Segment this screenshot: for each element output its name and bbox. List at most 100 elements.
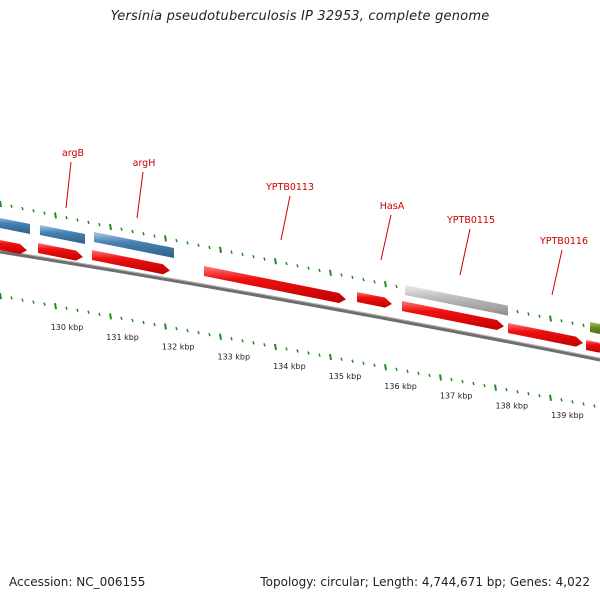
tick-mark bbox=[43, 211, 46, 215]
tick-mark bbox=[0, 292, 2, 300]
gene-labels: argB argH YPTB0113 HasA YPTB0115 YPTB0116 bbox=[62, 148, 588, 247]
tick-mark bbox=[538, 394, 541, 398]
tick-mark bbox=[197, 243, 200, 247]
label-leader-line bbox=[459, 228, 471, 276]
tick-mark bbox=[142, 232, 145, 236]
tick-mark bbox=[142, 320, 145, 325]
tick-mark bbox=[296, 264, 299, 268]
tick-mark bbox=[120, 227, 123, 231]
label-leaders bbox=[65, 161, 563, 296]
gene-block bbox=[40, 225, 85, 244]
tick-mark bbox=[329, 353, 332, 361]
genome-backbone bbox=[0, 250, 600, 362]
kbp-label: 139 kbp bbox=[551, 411, 584, 420]
tick-mark bbox=[472, 381, 475, 386]
tick-mark bbox=[340, 273, 343, 277]
tick-mark bbox=[219, 333, 222, 340]
kbp-labels: 130 kbp 131 kbp 132 kbp 133 kbp 134 kbp 135 k… bbox=[51, 323, 584, 420]
tick-mark bbox=[351, 275, 354, 280]
tick-mark bbox=[318, 268, 321, 273]
tick-mark bbox=[87, 310, 90, 315]
tick-mark bbox=[131, 229, 134, 234]
tick-mark bbox=[252, 254, 255, 259]
kbp-label: 135 kbp bbox=[329, 372, 362, 381]
tick-mark bbox=[428, 373, 431, 378]
label-leader-line bbox=[380, 214, 392, 261]
tick-mark bbox=[120, 316, 123, 321]
tick-mark bbox=[571, 321, 574, 325]
kbp-label: 136 kbp bbox=[384, 382, 417, 391]
tick-mark bbox=[384, 281, 387, 288]
tick-mark bbox=[461, 379, 464, 384]
gene-label: YPTB0116 bbox=[539, 236, 588, 247]
gene-blocks bbox=[0, 218, 600, 353]
tick-mark bbox=[549, 315, 552, 322]
tick-mark bbox=[406, 369, 409, 374]
tick-mark bbox=[21, 298, 24, 302]
tick-mark bbox=[450, 377, 453, 382]
tick-mark bbox=[582, 402, 585, 406]
cds-arrow bbox=[38, 243, 83, 261]
gene-block bbox=[94, 232, 174, 258]
tick-mark bbox=[241, 339, 244, 343]
tick-mark bbox=[505, 387, 508, 392]
tick-mark bbox=[560, 319, 563, 323]
tick-mark bbox=[186, 328, 189, 333]
tick-mark bbox=[307, 266, 310, 270]
tick-mark bbox=[76, 308, 79, 312]
tick-mark bbox=[362, 361, 365, 365]
tick-mark bbox=[252, 341, 255, 345]
accession-text: Accession: NC_006155 bbox=[9, 575, 146, 589]
cds-arrow bbox=[402, 301, 504, 330]
tick-mark bbox=[263, 343, 266, 347]
tick-mark bbox=[274, 258, 277, 265]
tick-mark bbox=[32, 300, 35, 304]
tick-mark bbox=[32, 209, 35, 213]
gene-label: argH bbox=[133, 158, 156, 169]
tick-mark bbox=[76, 218, 79, 222]
tick-mark bbox=[340, 357, 343, 361]
tick-mark bbox=[197, 330, 200, 335]
tick-mark bbox=[153, 322, 156, 327]
tick-mark bbox=[395, 284, 398, 289]
topology-text: Topology: circular; Length: 4,744,671 bp… bbox=[260, 575, 590, 589]
cds-arrow bbox=[586, 340, 600, 353]
label-leader-line bbox=[280, 195, 291, 241]
gene-label: argB bbox=[62, 148, 84, 159]
tick-mark bbox=[98, 222, 101, 227]
tick-mark bbox=[208, 332, 211, 337]
tick-mark bbox=[186, 241, 189, 245]
tick-mark bbox=[538, 314, 541, 318]
tick-mark bbox=[241, 252, 244, 257]
tick-mark bbox=[98, 312, 101, 317]
tick-mark bbox=[373, 280, 376, 284]
tick-mark bbox=[87, 220, 90, 225]
tick-mark bbox=[329, 269, 332, 276]
gene-label: YPTB0113 bbox=[265, 182, 314, 193]
tick-mark bbox=[307, 351, 310, 355]
tick-mark bbox=[54, 212, 57, 219]
tick-row-inner bbox=[0, 292, 596, 408]
tick-mark bbox=[219, 246, 222, 253]
tick-mark bbox=[417, 371, 420, 376]
tick-mark bbox=[65, 306, 68, 310]
tick-mark bbox=[318, 353, 321, 357]
tick-mark bbox=[230, 250, 233, 254]
tick-mark bbox=[483, 383, 486, 388]
gene-block bbox=[405, 285, 508, 316]
gene-block bbox=[590, 322, 600, 334]
tick-mark bbox=[65, 216, 68, 220]
tick-mark bbox=[230, 337, 233, 341]
label-leader-line bbox=[136, 171, 144, 219]
kbp-label: 137 kbp bbox=[440, 392, 473, 401]
tick-mark bbox=[164, 323, 167, 330]
kbp-label: 134 kbp bbox=[273, 362, 306, 371]
tick-mark bbox=[274, 343, 277, 351]
tick-mark bbox=[175, 238, 178, 243]
tick-mark bbox=[351, 359, 354, 363]
gene-label: HasA bbox=[380, 201, 405, 212]
tick-mark bbox=[10, 296, 13, 300]
kbp-label: 132 kbp bbox=[162, 343, 195, 352]
tick-mark bbox=[208, 245, 211, 250]
